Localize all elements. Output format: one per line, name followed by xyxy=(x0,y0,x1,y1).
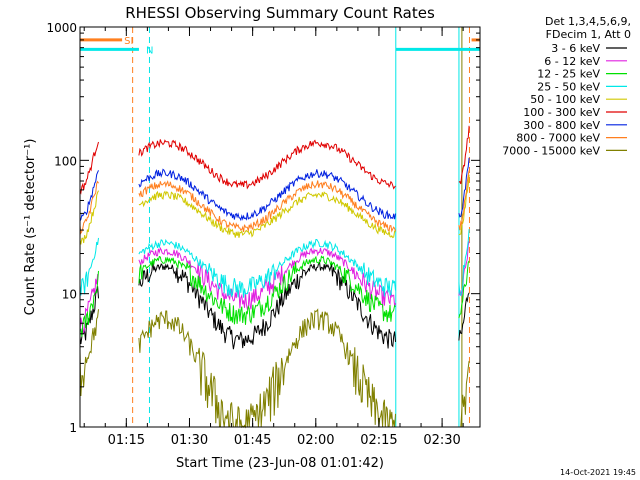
series-line-main-8 xyxy=(138,308,396,429)
legend-label: 50 - 100 keV xyxy=(530,93,600,106)
series-line-pre-2 xyxy=(79,270,99,337)
series-line-pre-1 xyxy=(79,273,99,334)
legend-header-line-1: Det 1,3,4,5,6,9, xyxy=(545,15,631,28)
legend-label: 3 - 6 keV xyxy=(551,42,600,55)
series-line-main-1 xyxy=(138,246,396,311)
chart-title: RHESSI Observing Summary Count Rates xyxy=(125,4,435,22)
legend-label: 7000 - 15000 keV xyxy=(502,144,600,157)
legend-label: 12 - 25 keV xyxy=(537,68,600,81)
series-line-main-2 xyxy=(138,255,396,325)
legend-label: 800 - 7000 keV xyxy=(516,132,600,145)
y-tick-label: 1 xyxy=(69,421,77,435)
series-line-pre-4 xyxy=(79,190,99,245)
y-axis-label: Count Rate (s⁻¹ detector⁻¹) xyxy=(23,139,38,316)
x-tick-label: 01:15 xyxy=(108,433,145,448)
series-line-post-0 xyxy=(458,292,470,341)
x-tick-label: 02:30 xyxy=(423,433,460,448)
y-tick-label: 100 xyxy=(54,154,77,168)
x-tick-label: 01:30 xyxy=(171,433,208,448)
series-line-post-8 xyxy=(458,360,470,428)
footer-timestamp: 14-Oct-2021 19:45 xyxy=(560,468,636,477)
plot-frame xyxy=(79,26,481,428)
series-line-pre-8 xyxy=(79,309,99,397)
flag-label-n: N xyxy=(146,45,153,56)
y-tick-label: 1000 xyxy=(46,21,77,35)
series-line-post-5 xyxy=(458,125,470,185)
y-tick-label: 10 xyxy=(62,288,77,302)
plot-area: SI N xyxy=(79,27,480,429)
series-line-pre-6 xyxy=(79,170,99,222)
series-line-post-2 xyxy=(458,260,470,319)
x-axis-label: Start Time (23-Jun-08 01:01:42) xyxy=(176,456,384,471)
series-line-main-6 xyxy=(138,168,396,222)
series-line-pre-3 xyxy=(79,237,99,296)
series-line-post-1 xyxy=(458,241,470,297)
series-line-main-3 xyxy=(138,238,396,298)
legend-header-line-2: FDecim 1, Att 0 xyxy=(546,28,631,41)
legend-label: 100 - 300 keV xyxy=(523,106,600,119)
legend-label: 6 - 12 keV xyxy=(544,55,600,68)
series-line-post-6 xyxy=(458,157,470,218)
flag-label-si: SI xyxy=(124,36,133,47)
series-line-main-4 xyxy=(138,190,396,239)
legend-label: 300 - 800 keV xyxy=(523,119,600,132)
series-line-post-7 xyxy=(458,170,470,231)
x-tick-label: 02:00 xyxy=(297,433,334,448)
series-line-main-0 xyxy=(138,261,396,350)
legend-label: 25 - 50 keV xyxy=(537,80,600,93)
series-line-pre-5 xyxy=(79,141,99,195)
x-axis: 01:15 01:30 01:45 02:00 02:15 02:30 xyxy=(83,27,464,448)
y-axis: 1 10 100 1000 xyxy=(46,21,480,435)
series-line-post-3 xyxy=(458,229,470,297)
series-line-main-7 xyxy=(138,180,396,233)
series-line-main-5 xyxy=(138,139,396,190)
series-line-pre-7 xyxy=(79,180,99,235)
x-tick-label: 01:45 xyxy=(234,433,271,448)
x-tick-label: 02:15 xyxy=(360,433,397,448)
series-line-post-4 xyxy=(458,174,470,236)
